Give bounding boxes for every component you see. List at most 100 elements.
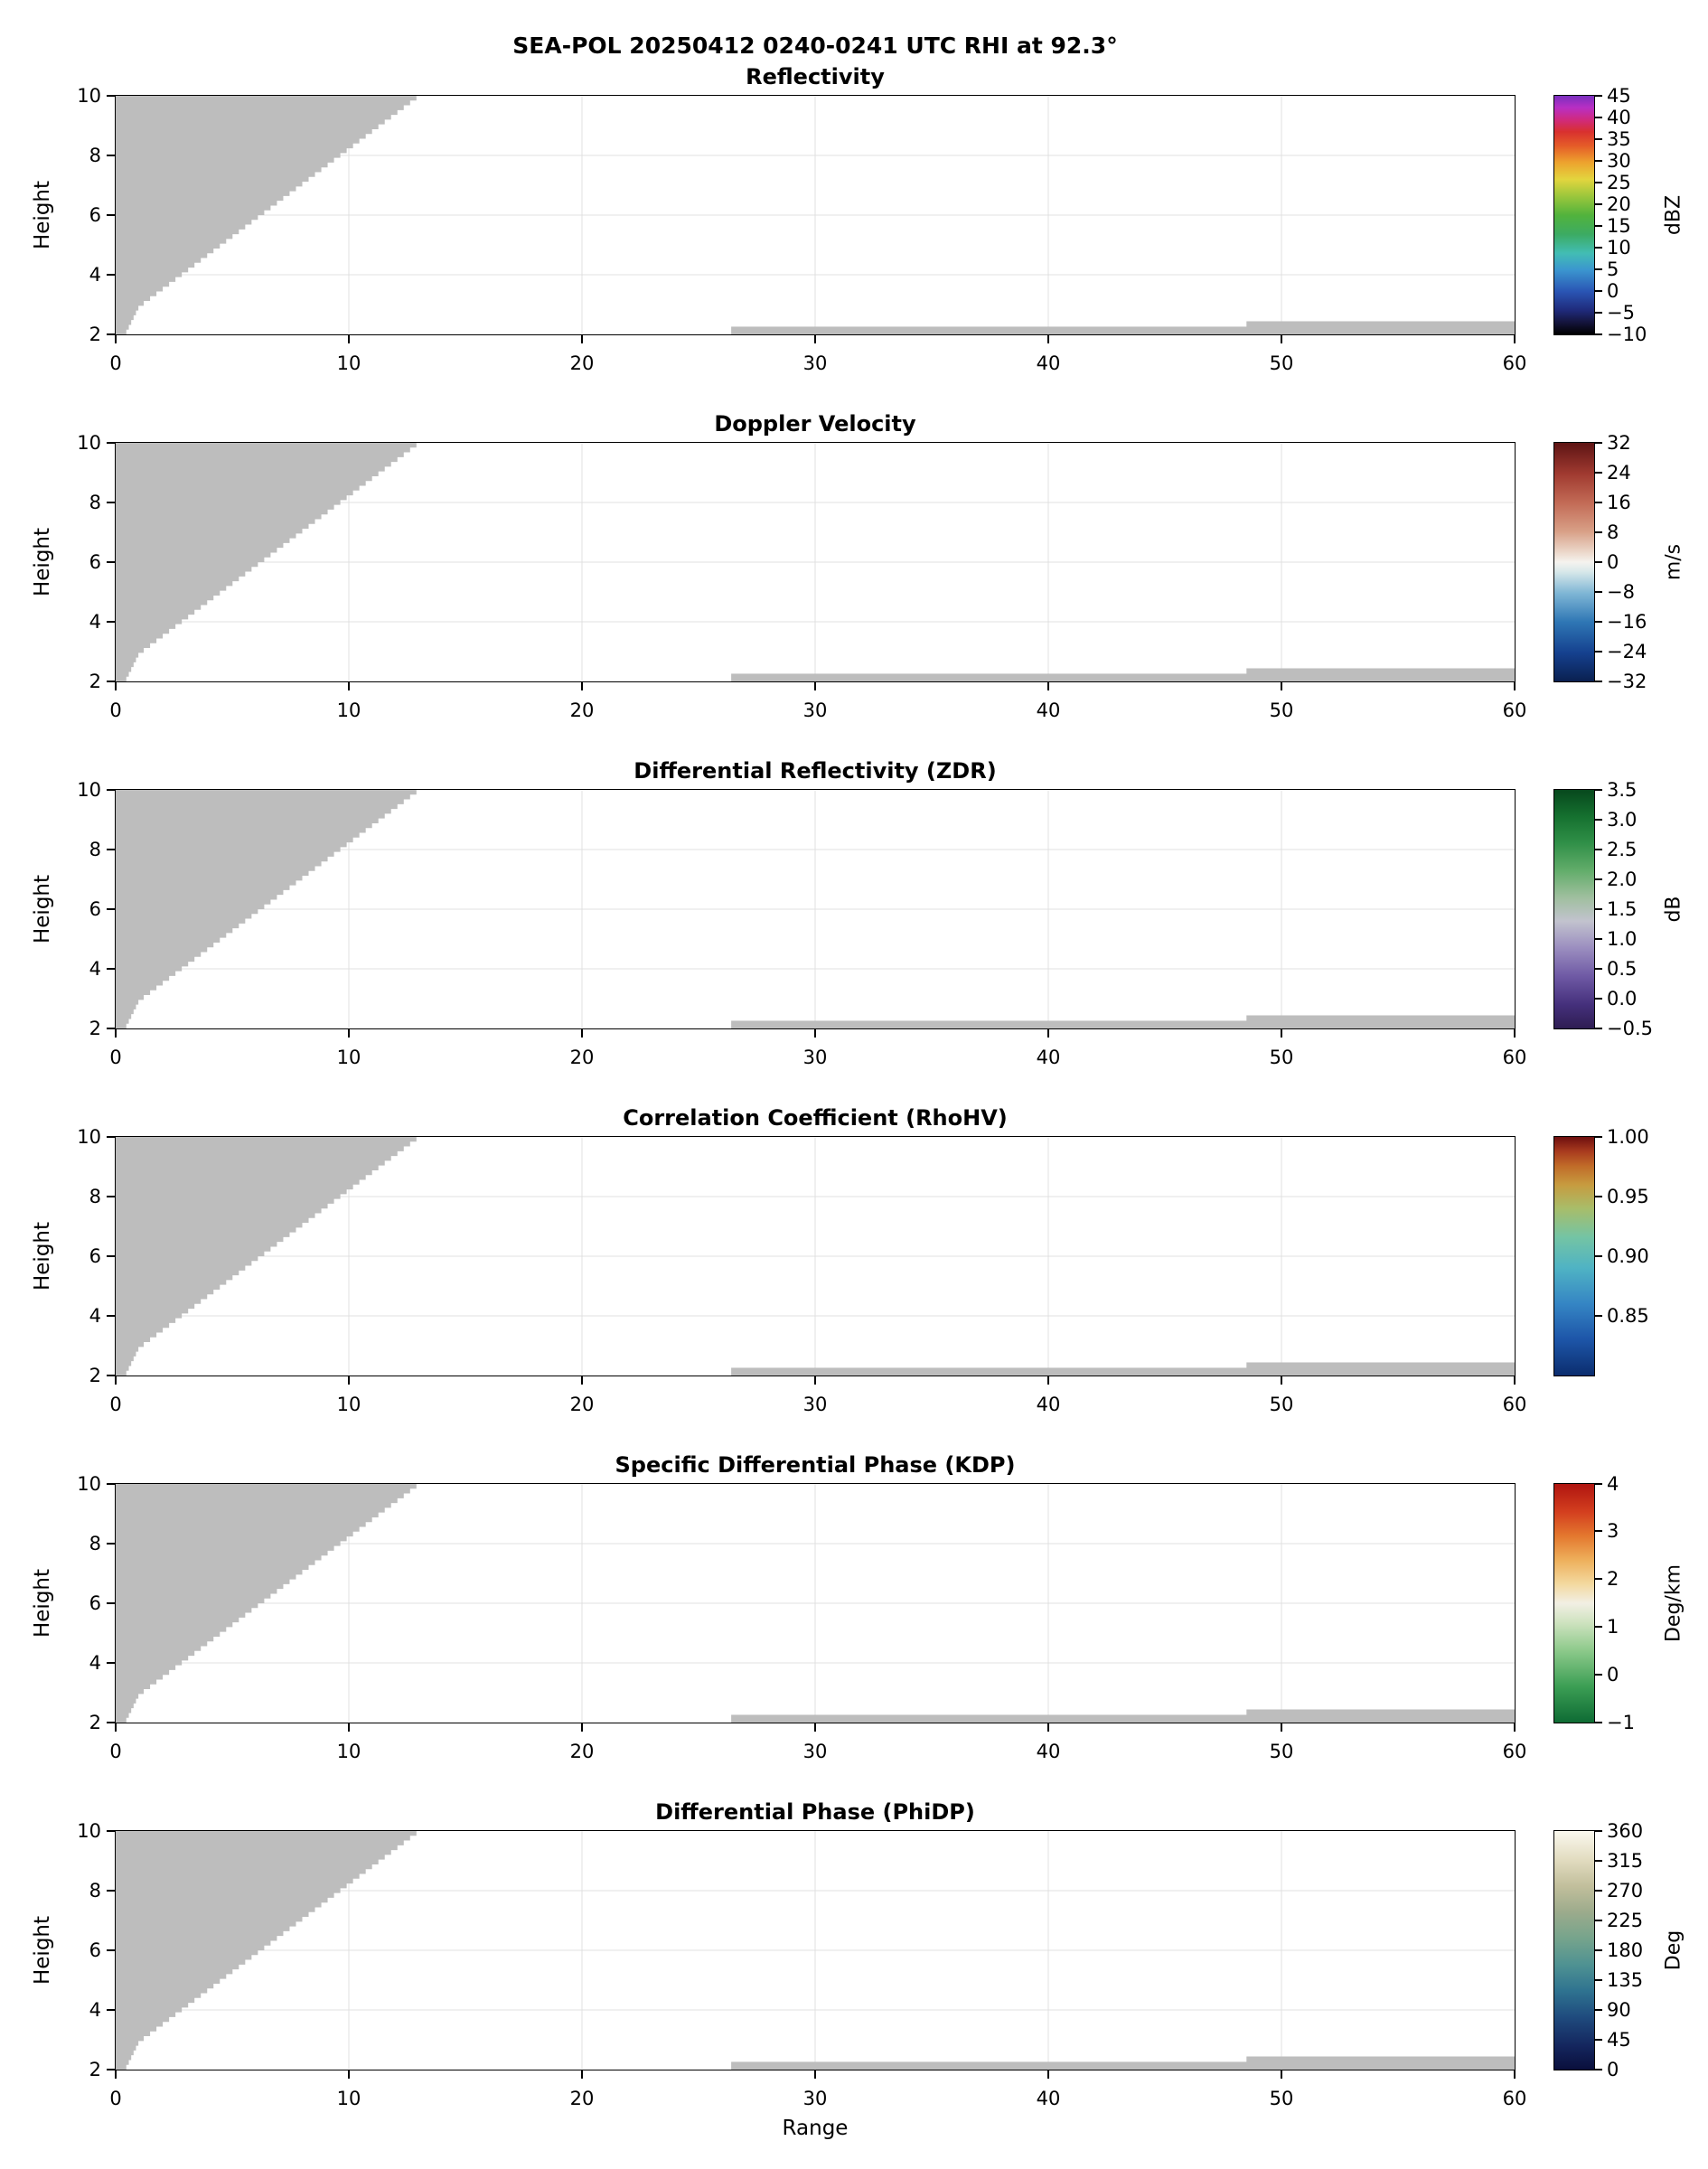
colorbar-tick-label: 0.95: [1607, 1185, 1649, 1207]
x-tick-label: 50: [1269, 352, 1294, 374]
x-tick: [814, 334, 816, 343]
x-tick-label: 60: [1502, 700, 1527, 721]
colorbar-tick: [1594, 1948, 1602, 1951]
colorbar-tick-label: 225: [1607, 1909, 1644, 1931]
colorbar-tick-label: 0: [1607, 550, 1619, 573]
colorbar-tick-label: 8: [1607, 521, 1619, 543]
y-tick: [107, 1196, 116, 1197]
x-tick-label: 20: [569, 352, 595, 374]
y-tick: [107, 95, 116, 97]
colorbar-tick: [1594, 137, 1602, 140]
x-tick-label: 60: [1502, 1047, 1527, 1068]
y-tick-label: 10: [77, 432, 101, 454]
x-tick-label: 30: [802, 700, 828, 721]
x-tick-label: 50: [1269, 1741, 1294, 1762]
blocked-sector-mask: [116, 96, 417, 334]
colorbar-tick-label: 45: [1607, 84, 1631, 107]
x-tick-label: 40: [1036, 1394, 1061, 1415]
colorbar-tick-label: −32: [1607, 670, 1647, 692]
rhi-plot-canvas: [116, 790, 1515, 1028]
x-axis-label: Range: [782, 2117, 849, 2140]
rhi-plot: Height dB 3.5 3.0 2.5 2.0 1.5 1.0 0.5 0.0 −0.5 2…: [31, 779, 1685, 1069]
colorbar-tick-label: −5: [1607, 301, 1635, 324]
colorbar-tick: [1594, 2038, 1602, 2041]
y-tick: [107, 1890, 116, 1892]
y-tick: [107, 968, 116, 970]
colorbar-tick: [1594, 1978, 1602, 1981]
x-tick: [115, 2070, 117, 2079]
colorbar-tick-label: 315: [1607, 1849, 1644, 1872]
x-tick: [347, 2070, 350, 2079]
y-tick: [107, 1662, 116, 1664]
x-tick: [580, 2070, 583, 2079]
x-tick: [1281, 1028, 1282, 1038]
y-tick: [107, 1028, 116, 1029]
x-tick: [1046, 1376, 1049, 1385]
y-tick: [107, 789, 116, 791]
x-tick-label: 50: [1269, 700, 1294, 721]
y-tick: [107, 1543, 116, 1545]
x-tick-label: 10: [336, 1394, 361, 1415]
x-tick: [347, 334, 350, 343]
y-tick-label: 6: [89, 1939, 101, 1961]
x-tick-label: 30: [802, 1394, 828, 1415]
colorbar-tick-label: 15: [1607, 214, 1631, 237]
x-tick-label: 0: [109, 1741, 122, 1762]
y-tick: [107, 1136, 116, 1138]
x-tick-label: 10: [336, 2088, 361, 2109]
colorbar-tick: [1594, 590, 1602, 593]
x-tick-label: 40: [1036, 700, 1061, 721]
x-tick: [347, 1376, 350, 1385]
colorbar-tick: [1594, 650, 1602, 653]
ground-clutter-strip: [731, 1714, 1515, 1723]
x-tick-label: 40: [1036, 1741, 1061, 1762]
x-tick-label: 20: [569, 1394, 595, 1415]
colorbar-unit-label: m/s: [1662, 543, 1685, 580]
x-tick: [347, 1723, 350, 1732]
colorbar-tick-label: 2.0: [1607, 868, 1638, 890]
y-tick: [107, 621, 116, 623]
colorbar-tick-label: 0: [1607, 279, 1619, 302]
x-tick-label: 60: [1502, 1394, 1527, 1415]
colorbar-tick-label: 0: [1607, 1663, 1619, 1685]
y-tick: [107, 1315, 116, 1317]
y-axis-label: Height: [31, 527, 54, 597]
x-tick-label: 40: [1036, 2088, 1061, 2109]
x-tick: [1046, 2070, 1049, 2079]
colorbar-tick: [1594, 680, 1602, 682]
y-tick-label: 2: [89, 2059, 101, 2080]
colorbar: 1.00 0.95 0.90 0.85: [1553, 1126, 1649, 1376]
y-tick: [107, 274, 116, 276]
y-tick: [107, 1255, 116, 1257]
ground-clutter-strip: [731, 326, 1515, 334]
colorbar-tick-label: 0.85: [1607, 1304, 1649, 1327]
x-tick: [580, 334, 583, 343]
colorbar-tick: [1594, 333, 1602, 335]
x-tick: [814, 1376, 816, 1385]
y-tick-label: 6: [89, 204, 101, 226]
blocked-sector-mask: [116, 1831, 417, 2070]
x-tick: [1046, 1723, 1049, 1732]
colorbar: dB 3.5 3.0 2.5 2.0 1.5 1.0 0.5 0.0 −0.5: [1553, 779, 1685, 1039]
colorbar-tick-label: 20: [1607, 192, 1631, 215]
colorbar-tick-label: 3.0: [1607, 808, 1638, 831]
colorbar-tick-label: 180: [1607, 1939, 1644, 1961]
colorbar-tick: [1594, 2068, 1602, 2070]
x-tick-label: 50: [1269, 1047, 1294, 1068]
colorbar: dBZ 45 40 35 30 25 20 15 10 5 0 −5 −10: [1553, 85, 1685, 345]
colorbar-tick-label: 3: [1607, 1520, 1619, 1543]
x-tick-label: 40: [1036, 1047, 1061, 1068]
y-tick: [107, 502, 116, 503]
colorbar-tick-label: 0.90: [1607, 1244, 1649, 1267]
y-tick-label: 4: [89, 611, 101, 633]
y-tick: [107, 155, 116, 156]
colorbar-tick: [1594, 246, 1602, 249]
colorbar-tick: [1594, 501, 1602, 503]
ground-clutter-strip: [1246, 1709, 1515, 1723]
colorbar-tick: [1594, 1889, 1602, 1892]
x-tick: [115, 1376, 117, 1385]
ground-clutter-strip: [731, 2061, 1515, 2070]
colorbar: m/s 32 24 16 8 0 −8 −16 −24 −32: [1553, 432, 1685, 692]
x-tick-label: 10: [336, 700, 361, 721]
